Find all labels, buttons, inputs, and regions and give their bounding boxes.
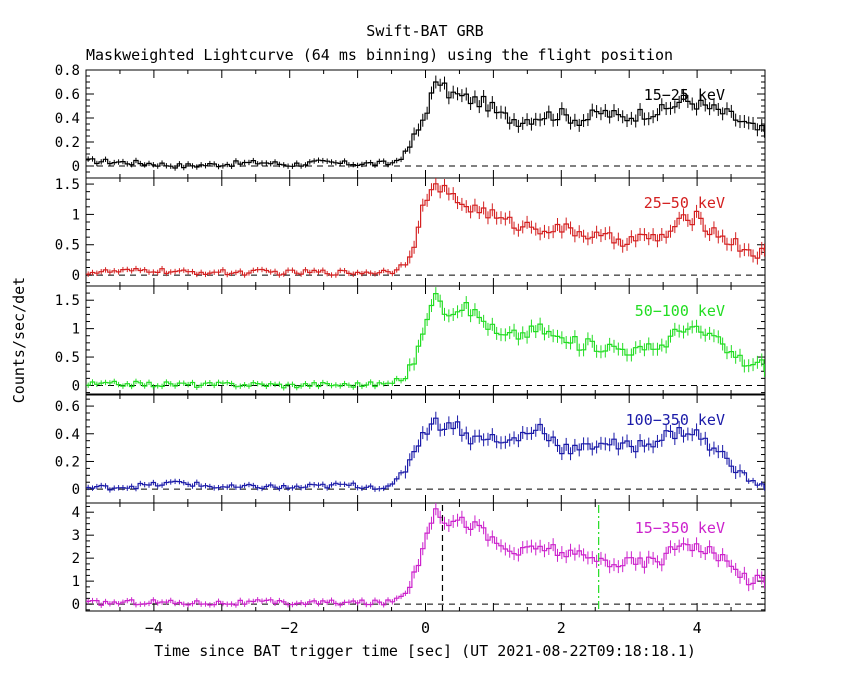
series-line [86,81,765,169]
y-tick-label: 0 [72,268,80,284]
y-tick-label: 0 [72,597,80,613]
y-tick-label: 1.5 [55,293,80,309]
panel-band-label: 15−25 keV [644,86,725,104]
x-tick-label: −2 [281,619,299,637]
y-tick-label: 1.5 [55,177,80,193]
y-tick-label: 0 [72,159,80,175]
y-tick-label: 2 [72,551,80,567]
y-tick-label: 1 [72,322,80,338]
y-tick-label: 0.6 [55,87,80,103]
panel-band-label: 50−100 keV [635,302,725,320]
panel-1: 0 0.2 0.4 0.6 0.8 15−25 keV [55,63,766,179]
x-tick-label: −4 [145,619,163,637]
panel-band-label: 15−350 keV [635,519,725,537]
x-tick-label: 2 [557,619,566,637]
series-line [86,508,765,606]
y-tick-label: 1 [72,574,80,590]
y-tick-label: 4 [72,505,80,521]
y-tick-label: 0 [72,378,80,394]
x-tick-label: 4 [693,619,702,637]
y-tick-label: 0.4 [55,427,80,443]
y-tick-label: 0.5 [55,350,80,366]
x-tick-label: 0 [421,619,430,637]
y-tick-label: 0.2 [55,454,80,470]
y-tick-label: 0 [72,482,80,498]
series-line [86,417,765,491]
y-tick-label: 0.5 [55,238,80,254]
y-tick-label: 0.4 [55,111,80,127]
chart-title: Swift-BAT GRB [366,22,483,40]
y-tick-label: 0.8 [55,63,80,79]
panel-2: 0 0.5 1 1.5 25−50 keV [55,177,766,287]
panel-5: 0 1 2 3 4 15−350 keV [72,502,766,613]
panel-band-label: 100−350 keV [626,411,725,429]
y-tick-label: 0.6 [55,399,80,415]
x-axis-label: Time since BAT trigger time [sec] (UT 20… [154,642,696,660]
y-tick-label: 3 [72,528,80,544]
chart-subtitle: Maskweighted Lightcurve (64 ms binning) … [86,46,673,64]
y-tick-label: 0.2 [55,135,80,151]
y-axis-label: Counts/sec/det [10,277,28,403]
series-line [86,183,765,276]
panel-4: 0 0.2 0.4 0.6 100−350 keV [55,394,766,504]
panel-3: 0 0.5 1 1.5 50−100 keV [55,285,766,395]
panel-band-label: 25−50 keV [644,194,725,212]
y-tick-label: 1 [72,207,80,223]
series-line [86,293,765,389]
